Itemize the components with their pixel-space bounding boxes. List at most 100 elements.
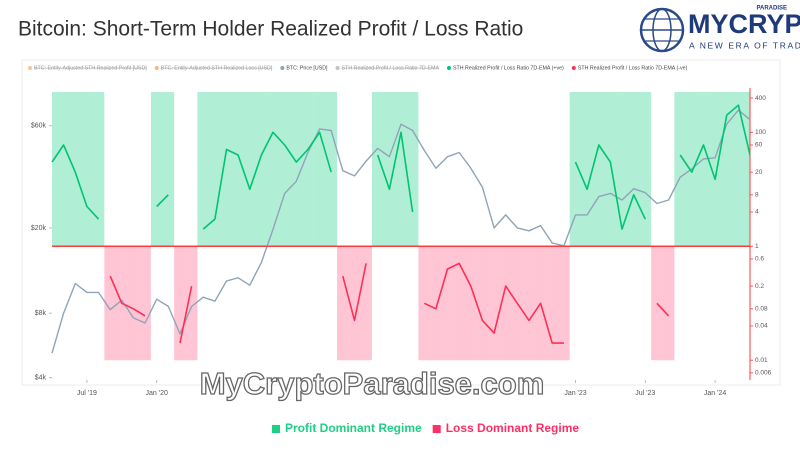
loss-regime-band: [523, 246, 535, 361]
loss-regime-band: [441, 246, 454, 361]
loss-regime-band: [499, 246, 512, 361]
loss-regime-band: [127, 246, 140, 361]
profit-regime-band: [744, 92, 750, 247]
loss-regime-band: [430, 246, 442, 361]
series-line: [679, 104, 751, 181]
series-line: [156, 194, 169, 208]
profit-regime-band: [255, 92, 268, 247]
x-tick-label: Jan '24: [704, 390, 726, 397]
legend: BTC: Entity-Adjusted STH Realized Profit…: [28, 65, 688, 71]
profit-regime-band: [709, 92, 721, 247]
y2-tick-label: 0.04: [755, 323, 768, 330]
loss-regime-band: [185, 246, 198, 361]
logo-slogan: A NEW ERA OF TRADING: [689, 40, 800, 50]
loss-regime-band: [139, 246, 151, 361]
profit-regime-band: [325, 92, 338, 247]
series-line: [656, 302, 670, 317]
profit-regime-band: [592, 92, 605, 247]
profit-regime-band: [209, 92, 221, 247]
y2-tick-label: 20: [755, 169, 763, 176]
regime-legend-marker: [432, 425, 441, 433]
profit-regime-band: [616, 92, 628, 247]
legend-label: BTC: Price [USD]: [286, 65, 328, 71]
profit-regime-band: [302, 92, 314, 247]
series-line: [574, 144, 647, 230]
legend-marker: [28, 66, 32, 70]
regime-legend-label: Loss Dominant Regime: [446, 421, 580, 435]
profit-regime-band: [697, 92, 710, 247]
legend-label: BTC: Entity-Adjusted STH Realized Profit…: [34, 65, 147, 71]
profit-regime-band: [313, 92, 326, 247]
y2-tick-label: 0.01: [755, 357, 768, 364]
legend-label: STH Realized Profit / Loss Ratio 7D-EMA …: [453, 65, 564, 71]
legend-marker: [280, 66, 285, 70]
series-line: [179, 285, 193, 344]
legend-marker: [571, 66, 576, 70]
loss-regime-band: [348, 246, 361, 361]
chart-title: Bitcoin: Short-Term Holder Realized Prof…: [18, 18, 523, 41]
logo: MYCRYPTO PARADISE A NEW ERA OF TRADING: [639, 6, 800, 53]
series-line: [342, 263, 367, 322]
legend-label: BTC: Entity-Adjusted STH Realized Loss […: [161, 65, 273, 71]
profit-regime-band: [150, 92, 163, 247]
loss-regime-band: [418, 246, 431, 361]
loss-regime-band: [360, 246, 372, 361]
y-tick-label: $60k: [31, 123, 47, 130]
profit-regime-band: [604, 92, 617, 247]
profit-regime-band: [162, 92, 175, 247]
regime-legend-marker: [272, 425, 280, 433]
y2-tick-label: 0.006: [755, 370, 772, 377]
loss-regime-band: [453, 246, 465, 361]
profit-regime-band: [406, 92, 419, 247]
profit-regime-band: [569, 92, 582, 247]
regime-legend-label: Profit Dominant Regime: [285, 421, 422, 435]
loss-regime-band: [174, 246, 186, 361]
profit-regime-band: [371, 92, 384, 247]
loss-regime-band: [476, 246, 489, 361]
x-tick-label: Jan '20: [146, 390, 168, 397]
y2-tick-label: 0.08: [755, 306, 768, 313]
profit-regime-band: [627, 92, 640, 247]
x-tick-label: Jul '23: [635, 390, 655, 397]
loss-regime-band: [104, 246, 116, 361]
loss-regime-band: [488, 246, 500, 361]
y2-tick-label: 1: [755, 243, 759, 250]
logo-name: MYCRYPTO: [688, 9, 800, 39]
series-line: [51, 144, 100, 220]
loss-regime-band: [558, 246, 570, 361]
profit-regime-band: [69, 92, 82, 247]
series-line: [423, 262, 564, 344]
profit-regime-band: [197, 92, 210, 247]
series-line: [109, 275, 146, 317]
x-tick-label: Jan '23: [564, 390, 586, 397]
y2-tick-label: 0.6: [755, 256, 764, 263]
series-line: [202, 131, 332, 230]
watermark: MyCryptoParadise.com: [200, 366, 545, 401]
y2-tick-label: 0.2: [755, 283, 764, 290]
profit-regime-band: [674, 92, 687, 247]
profit-regime-band: [232, 92, 244, 247]
profit-regime-band: [639, 92, 652, 247]
y2-tick-label: 100: [755, 129, 766, 136]
profit-regime-band: [383, 92, 396, 247]
y2-tick-label: 400: [755, 95, 766, 102]
y2-tick-label: 8: [755, 192, 759, 199]
profit-regime-band: [267, 92, 279, 247]
loss-regime-band: [546, 246, 559, 361]
profit-regime-band: [220, 92, 233, 247]
loss-regime-band: [651, 246, 663, 361]
y2-tick-label: 60: [755, 142, 763, 149]
legend-label: STH Realized Profit / Loss Ratio 7D-EMA: [342, 65, 440, 71]
x-tick-label: Jul '19: [77, 390, 97, 397]
profit-regime-band: [52, 92, 58, 247]
loss-regime-band: [337, 246, 349, 361]
y2-tick-label: 4: [755, 209, 759, 216]
profit-regime-band: [395, 92, 407, 247]
series-line: [376, 131, 414, 213]
legend-marker: [446, 66, 451, 70]
y-tick-label: $8k: [35, 310, 47, 317]
loss-regime-band: [464, 246, 477, 361]
profit-regime-band: [243, 92, 256, 247]
loss-regime-band: [662, 246, 675, 361]
